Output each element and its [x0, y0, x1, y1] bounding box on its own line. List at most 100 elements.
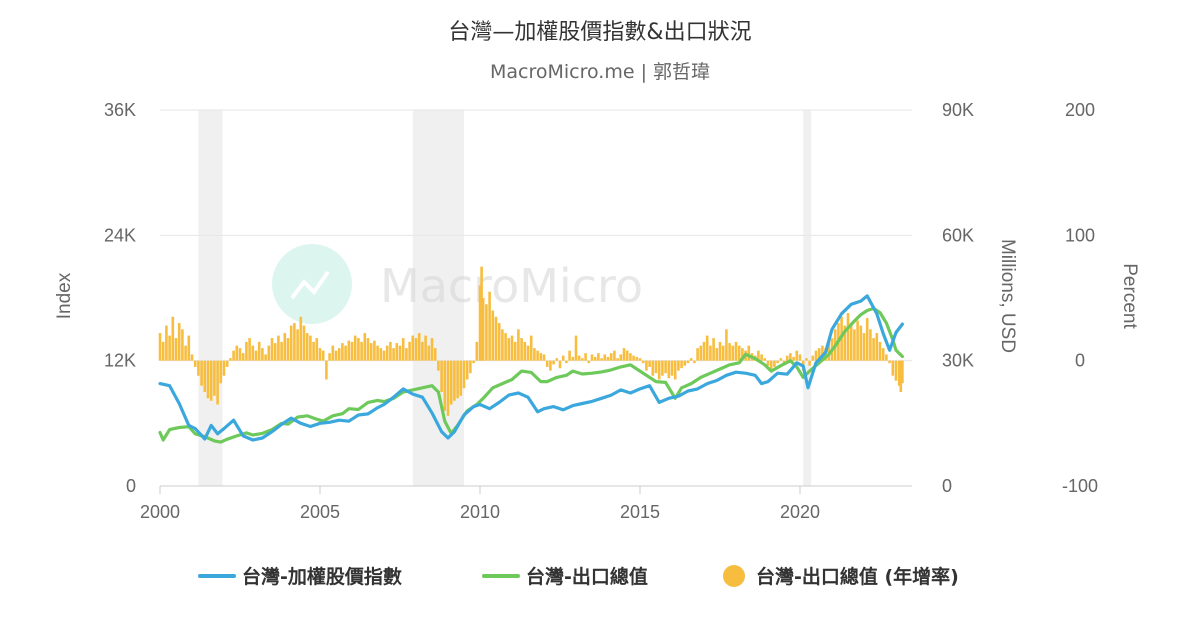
yoy-bar[interactable] [305, 333, 309, 361]
yoy-bar[interactable] [757, 350, 760, 361]
yoy-bar[interactable] [475, 341, 479, 361]
yoy-bar[interactable] [760, 354, 763, 361]
yoy-bar[interactable] [350, 341, 354, 361]
yoy-bar[interactable] [769, 360, 773, 371]
yoy-bar[interactable] [689, 358, 693, 361]
yoy-bar[interactable] [721, 345, 725, 361]
yoy-bar[interactable] [193, 360, 197, 367]
yoy-bar[interactable] [609, 353, 613, 361]
yoy-bar[interactable] [385, 345, 389, 361]
yoy-bar[interactable] [264, 354, 267, 361]
yoy-bar[interactable] [792, 356, 795, 361]
yoy-bar[interactable] [587, 360, 591, 364]
yoy-bar[interactable] [440, 360, 443, 392]
yoy-bar[interactable] [558, 360, 562, 369]
yoy-bar[interactable] [715, 348, 719, 361]
yoy-bar[interactable] [302, 325, 306, 361]
exports-line[interactable] [158, 306, 905, 444]
yoy-bar[interactable] [158, 333, 162, 361]
yoy-bar[interactable] [613, 350, 616, 361]
yoy-bar[interactable] [222, 360, 226, 376]
yoy-bar[interactable] [670, 360, 674, 376]
yoy-bar[interactable] [283, 333, 287, 361]
yoy-bar[interactable] [590, 354, 594, 361]
yoy-bar[interactable] [369, 343, 373, 361]
yoy-bar[interactable] [645, 360, 648, 371]
yoy-bar[interactable] [856, 320, 859, 361]
yoy-bar[interactable] [395, 343, 399, 361]
yoy-bar[interactable] [574, 335, 578, 361]
yoy-bar[interactable] [664, 360, 667, 374]
yoy-bar[interactable] [510, 335, 514, 361]
yoy-bar[interactable] [257, 341, 261, 361]
taiex-line[interactable] [158, 294, 905, 442]
yoy-bar[interactable] [497, 323, 501, 361]
yoy-bar[interactable] [718, 341, 722, 361]
yoy-bar[interactable] [187, 335, 191, 361]
yoy-bar[interactable] [344, 345, 347, 361]
yoy-bar[interactable] [494, 316, 498, 361]
yoy-bar[interactable] [625, 350, 629, 361]
yoy-bar[interactable] [411, 335, 415, 361]
yoy-bar[interactable] [853, 329, 856, 361]
yoy-bar[interactable] [325, 360, 328, 380]
yoy-bar[interactable] [238, 348, 242, 361]
yoy-bar[interactable] [875, 333, 879, 361]
yoy-bar[interactable] [632, 355, 635, 361]
yoy-bar[interactable] [280, 341, 283, 361]
yoy-bar[interactable] [379, 348, 383, 361]
yoy-bar[interactable] [459, 360, 463, 396]
yoy-bar[interactable] [203, 360, 207, 392]
yoy-bar[interactable] [814, 350, 818, 361]
yoy-bar[interactable] [635, 356, 639, 361]
legend-item[interactable]: 台灣-加權股價指數 [198, 565, 402, 588]
yoy-bar[interactable] [184, 345, 187, 361]
yoy-bar[interactable] [638, 358, 642, 361]
yoy-bar[interactable] [296, 329, 299, 361]
yoy-bar[interactable] [168, 335, 171, 361]
yoy-bar[interactable] [171, 316, 175, 361]
yoy-bar[interactable] [622, 348, 626, 361]
yoy-bar[interactable] [267, 345, 271, 361]
yoy-bar[interactable] [312, 341, 315, 361]
yoy-bar[interactable] [741, 348, 744, 361]
yoy-bar[interactable] [270, 338, 274, 361]
yoy-bar[interactable] [616, 358, 619, 361]
yoy-bar[interactable] [629, 353, 632, 361]
yoy-bar[interactable] [619, 354, 623, 361]
yoy-bar[interactable] [376, 345, 379, 361]
yoy-bar[interactable] [405, 348, 408, 361]
yoy-bar[interactable] [523, 341, 527, 361]
yoy-bar[interactable] [245, 341, 248, 361]
yoy-bar[interactable] [561, 355, 565, 361]
yoy-bar[interactable] [891, 360, 895, 376]
yoy-bar[interactable] [872, 338, 875, 361]
yoy-bar[interactable] [785, 355, 789, 361]
yoy-bar[interactable] [478, 285, 482, 361]
yoy-bar[interactable] [417, 333, 421, 361]
legend[interactable]: 台灣-加權股價指數 台灣-出口總值 台灣-出口總值 (年增率) [198, 565, 959, 588]
yoy-bar[interactable] [686, 360, 690, 364]
yoy-bar[interactable] [328, 353, 331, 361]
yoy-bar[interactable] [709, 345, 712, 361]
yoy-bar[interactable] [693, 360, 696, 364]
yoy-bar[interactable] [481, 298, 485, 361]
yoy-bar[interactable] [206, 360, 210, 399]
yoy-bar[interactable] [696, 348, 699, 361]
yoy-bar[interactable] [584, 353, 587, 361]
yoy-bar[interactable] [683, 360, 687, 366]
yoy-bar[interactable] [216, 360, 219, 405]
yoy-bar[interactable] [661, 360, 664, 376]
yoy-bar[interactable] [446, 360, 450, 416]
yoy-bar[interactable] [213, 360, 216, 396]
yoy-bar[interactable] [555, 358, 559, 361]
yoy-bar[interactable] [382, 350, 386, 361]
yoy-bar[interactable] [341, 343, 344, 361]
yoy-bar[interactable] [600, 358, 603, 361]
yoy-bar[interactable] [408, 341, 411, 361]
yoy-bar[interactable] [337, 348, 341, 361]
yoy-bar[interactable] [334, 350, 338, 361]
yoy-bar[interactable] [529, 335, 533, 361]
yoy-bar[interactable] [712, 338, 715, 361]
yoy-bar[interactable] [232, 350, 235, 361]
